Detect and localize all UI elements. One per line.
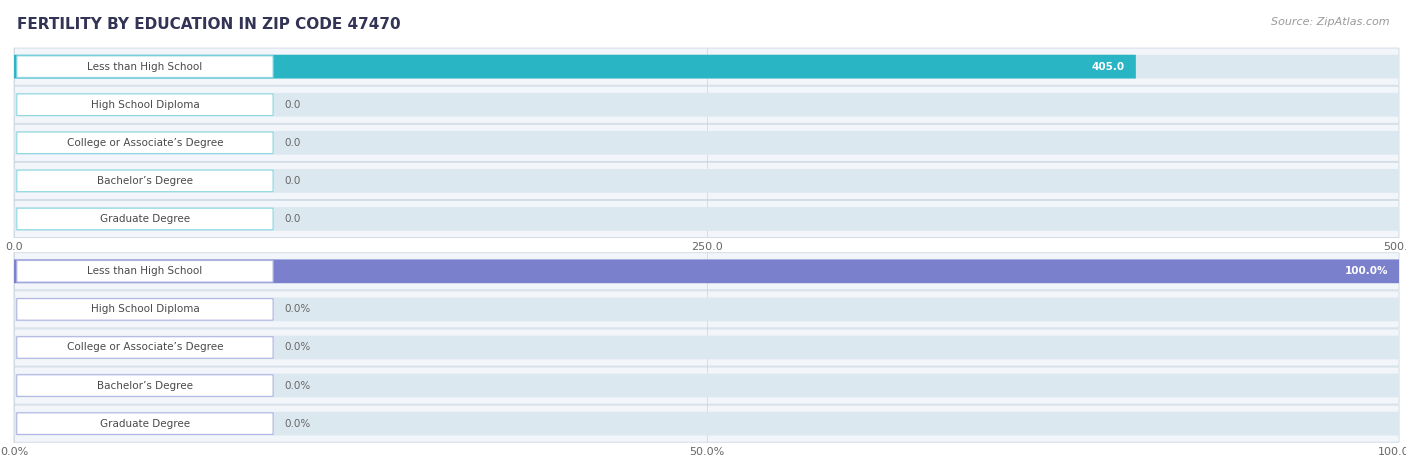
Text: Graduate Degree: Graduate Degree bbox=[100, 418, 190, 429]
FancyBboxPatch shape bbox=[14, 162, 1399, 199]
FancyBboxPatch shape bbox=[17, 170, 273, 192]
FancyBboxPatch shape bbox=[14, 207, 1399, 231]
Text: Less than High School: Less than High School bbox=[87, 266, 202, 277]
FancyBboxPatch shape bbox=[17, 298, 273, 320]
FancyBboxPatch shape bbox=[14, 336, 1399, 359]
FancyBboxPatch shape bbox=[14, 291, 1399, 328]
Text: Less than High School: Less than High School bbox=[87, 61, 202, 72]
Text: 0.0%: 0.0% bbox=[284, 418, 311, 429]
FancyBboxPatch shape bbox=[17, 208, 273, 230]
FancyBboxPatch shape bbox=[17, 56, 273, 78]
FancyBboxPatch shape bbox=[14, 55, 1399, 79]
FancyBboxPatch shape bbox=[17, 413, 273, 435]
Text: 405.0: 405.0 bbox=[1091, 61, 1125, 72]
FancyBboxPatch shape bbox=[14, 329, 1399, 366]
FancyBboxPatch shape bbox=[14, 55, 1136, 79]
FancyBboxPatch shape bbox=[17, 375, 273, 397]
FancyBboxPatch shape bbox=[17, 132, 273, 154]
FancyBboxPatch shape bbox=[17, 260, 273, 282]
FancyBboxPatch shape bbox=[14, 367, 1399, 404]
Text: FERTILITY BY EDUCATION IN ZIP CODE 47470: FERTILITY BY EDUCATION IN ZIP CODE 47470 bbox=[17, 17, 401, 32]
Text: Graduate Degree: Graduate Degree bbox=[100, 214, 190, 224]
Text: 0.0%: 0.0% bbox=[284, 342, 311, 353]
Text: Bachelor’s Degree: Bachelor’s Degree bbox=[97, 176, 193, 186]
Text: 0.0%: 0.0% bbox=[284, 304, 311, 315]
Text: 0.0: 0.0 bbox=[284, 176, 301, 186]
Text: Source: ZipAtlas.com: Source: ZipAtlas.com bbox=[1271, 17, 1389, 27]
FancyBboxPatch shape bbox=[14, 124, 1399, 161]
FancyBboxPatch shape bbox=[14, 200, 1399, 238]
FancyBboxPatch shape bbox=[14, 48, 1399, 85]
FancyBboxPatch shape bbox=[14, 412, 1399, 436]
FancyBboxPatch shape bbox=[14, 131, 1399, 155]
FancyBboxPatch shape bbox=[14, 86, 1399, 123]
Text: 0.0: 0.0 bbox=[284, 99, 301, 110]
FancyBboxPatch shape bbox=[14, 169, 1399, 193]
FancyBboxPatch shape bbox=[14, 93, 1399, 117]
FancyBboxPatch shape bbox=[14, 374, 1399, 397]
Text: 0.0%: 0.0% bbox=[284, 380, 311, 391]
Text: College or Associate’s Degree: College or Associate’s Degree bbox=[66, 138, 224, 148]
FancyBboxPatch shape bbox=[17, 94, 273, 116]
Text: High School Diploma: High School Diploma bbox=[90, 99, 200, 110]
Text: 0.0: 0.0 bbox=[284, 214, 301, 224]
FancyBboxPatch shape bbox=[14, 259, 1399, 283]
Text: College or Associate’s Degree: College or Associate’s Degree bbox=[66, 342, 224, 353]
Text: 0.0: 0.0 bbox=[284, 138, 301, 148]
Text: 100.0%: 100.0% bbox=[1344, 266, 1388, 277]
FancyBboxPatch shape bbox=[14, 405, 1399, 442]
Text: Bachelor’s Degree: Bachelor’s Degree bbox=[97, 380, 193, 391]
FancyBboxPatch shape bbox=[17, 337, 273, 358]
FancyBboxPatch shape bbox=[14, 259, 1399, 283]
Text: High School Diploma: High School Diploma bbox=[90, 304, 200, 315]
FancyBboxPatch shape bbox=[14, 298, 1399, 321]
FancyBboxPatch shape bbox=[14, 253, 1399, 290]
